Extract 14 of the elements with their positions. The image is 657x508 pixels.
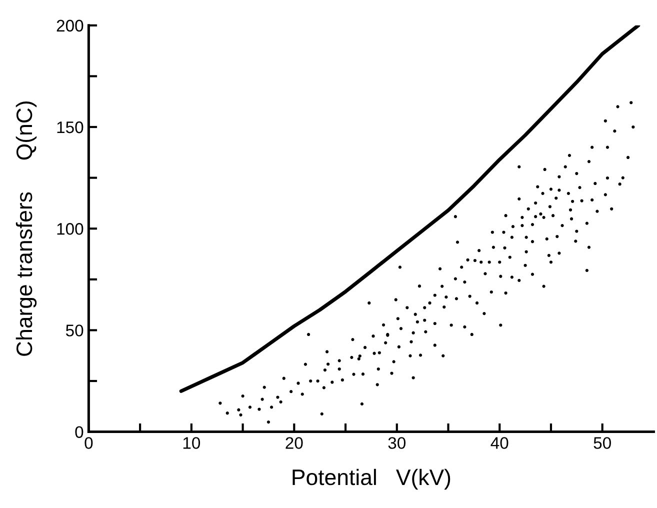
y-tick-label: 0 <box>75 426 84 438</box>
y-tick-label: 150 <box>57 121 84 134</box>
x-tick-label: 40 <box>490 437 508 449</box>
x-tick-label: 20 <box>286 437 303 449</box>
line-series <box>179 25 640 393</box>
y-tick-label: 50 <box>66 324 84 336</box>
x-axis-title: Potential V(kV) <box>292 468 450 490</box>
y-axis-title: Charge transfers Q(nC) <box>16 102 37 356</box>
x-tick-label: 0 <box>84 437 93 449</box>
y-tick-label: 100 <box>57 223 84 235</box>
y-tick-label: 200 <box>56 20 84 32</box>
x-tick-label: 50 <box>594 437 611 449</box>
x-tick-label: 10 <box>183 437 200 449</box>
x-tick-label: 30 <box>388 437 406 449</box>
